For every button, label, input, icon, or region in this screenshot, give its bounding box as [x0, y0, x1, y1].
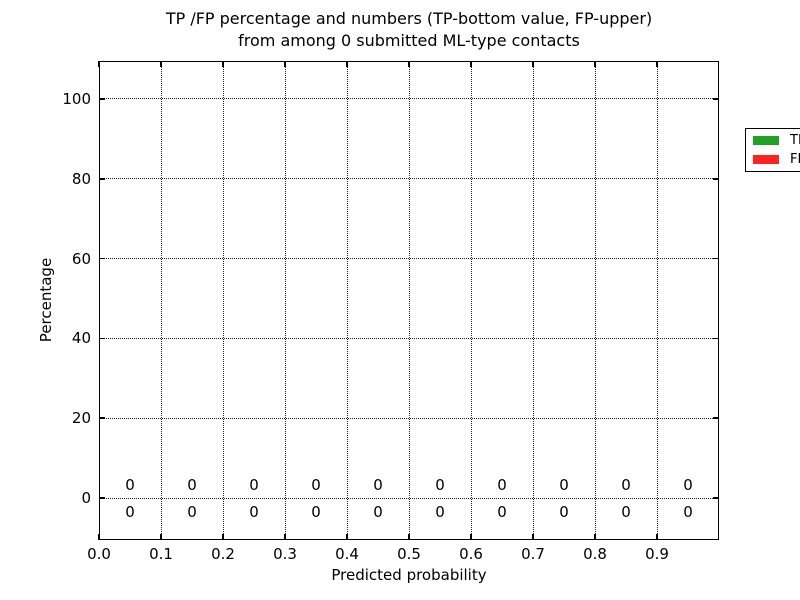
tp-count-label: 0 — [373, 503, 383, 522]
x-tick-label: 0.9 — [645, 545, 669, 563]
y-tick-label: 80 — [71, 169, 91, 188]
legend-swatch-tp — [753, 136, 779, 146]
x-axis-label: Predicted probability — [331, 566, 487, 584]
legend-label-fp: FP — [790, 151, 800, 167]
x-tick-mark-top — [346, 61, 348, 67]
x-tick-label: 0.8 — [583, 545, 607, 563]
y-tick-label: 40 — [71, 329, 91, 348]
plot-area: TP FP 0 0 0 0 0 0 0 0 0 0 0 0 0 0 0 0 0 0 0 0 — [98, 61, 800, 540]
x-tick-mark-bottom — [346, 534, 348, 540]
tp-count-label: 0 — [559, 503, 569, 522]
fp-count-label: 0 — [125, 476, 135, 495]
tp-count-label: 0 — [497, 503, 507, 522]
legend-entry-tp: TP — [746, 134, 800, 147]
legend-swatch-fp — [753, 154, 779, 164]
y-tick-label: 60 — [71, 249, 91, 268]
x-gridline — [222, 61, 224, 540]
tp-count-label: 0 — [621, 503, 631, 522]
x-tick-label: 0.0 — [87, 545, 111, 563]
chart-title-line1: TP /FP percentage and numbers (TP-bottom… — [165, 9, 653, 28]
x-tick-mark-bottom — [284, 534, 286, 540]
x-tick-mark-top — [408, 61, 410, 67]
x-tick-mark-top — [284, 61, 286, 67]
y-tick-mark-right — [713, 417, 719, 420]
x-tick-mark-top — [656, 61, 658, 67]
x-gridline — [284, 61, 286, 540]
chart-title: TP /FP percentage and numbers (TP-bottom… — [99, 8, 719, 52]
y-tick-mark-left — [99, 177, 105, 180]
y-tick-mark-right — [713, 497, 719, 499]
x-tick-mark-top — [594, 61, 596, 67]
x-tick-label: 0.2 — [211, 545, 235, 563]
chart-title-line2: from among 0 submitted ML-type contacts — [238, 31, 580, 50]
y-tick-label: 20 — [71, 409, 91, 428]
y-tick-mark-right — [713, 177, 719, 180]
x-tick-mark-bottom — [532, 534, 534, 540]
y-tick-mark-right — [713, 257, 719, 260]
fp-count-label: 0 — [249, 476, 259, 495]
y-tick-mark-left — [99, 417, 105, 420]
tp-count-label: 0 — [125, 503, 135, 522]
x-gridline — [656, 61, 658, 540]
tp-count-label: 0 — [683, 503, 693, 522]
x-gridline — [160, 61, 162, 540]
legend-label-tp: TP — [790, 133, 800, 149]
x-tick-mark-bottom — [470, 534, 472, 540]
tp-count-label: 0 — [249, 503, 259, 522]
fp-count-label: 0 — [435, 476, 445, 495]
x-tick-mark-bottom — [594, 534, 596, 540]
y-tick-mark-right — [713, 337, 719, 340]
x-tick-mark-bottom — [98, 534, 100, 540]
y-tick-mark-right — [713, 98, 719, 100]
x-tick-mark-top — [532, 61, 534, 67]
tp-count-label: 0 — [435, 503, 445, 522]
x-tick-mark-bottom — [656, 534, 658, 540]
tp-count-label: 0 — [187, 503, 197, 522]
x-tick-label: 0.5 — [397, 545, 421, 563]
legend: TP FP — [745, 128, 800, 172]
x-tick-mark-top — [222, 61, 224, 67]
x-tick-mark-bottom — [160, 534, 162, 540]
legend-entry-fp: FP — [746, 153, 800, 166]
x-tick-mark-top — [98, 61, 100, 67]
x-tick-label: 0.3 — [273, 545, 297, 563]
x-gridline — [594, 61, 596, 540]
y-tick-label: 100 — [62, 89, 91, 108]
fp-count-label: 0 — [497, 476, 507, 495]
y-tick-mark-left — [99, 98, 105, 100]
x-gridline — [532, 61, 534, 540]
x-tick-label: 0.7 — [521, 545, 545, 563]
tp-count-label: 0 — [311, 503, 321, 522]
y-tick-mark-left — [99, 337, 105, 340]
x-tick-mark-bottom — [222, 534, 224, 540]
fp-count-label: 0 — [621, 476, 631, 495]
y-tick-mark-left — [99, 257, 105, 260]
fp-count-label: 0 — [559, 476, 569, 495]
fp-count-label: 0 — [187, 476, 197, 495]
y-tick-label: 0 — [81, 489, 91, 508]
x-tick-mark-top — [470, 61, 472, 67]
x-tick-label: 0.4 — [335, 545, 359, 563]
x-gridline — [470, 61, 472, 540]
fp-count-label: 0 — [311, 476, 321, 495]
x-gridline — [408, 61, 410, 540]
y-tick-mark-left — [99, 497, 105, 499]
x-tick-mark-top — [160, 61, 162, 67]
x-tick-label: 0.6 — [459, 545, 483, 563]
fp-count-label: 0 — [373, 476, 383, 495]
x-tick-label: 0.1 — [149, 545, 173, 563]
x-tick-mark-bottom — [408, 534, 410, 540]
fp-count-label: 0 — [683, 476, 693, 495]
x-gridline — [346, 61, 348, 540]
